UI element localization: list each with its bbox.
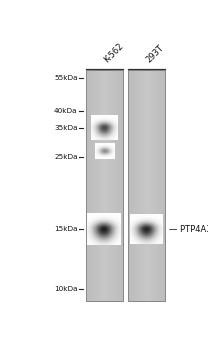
Text: 10kDa: 10kDa [54,286,78,292]
Bar [128,70,165,301]
Text: 55kDa: 55kDa [54,75,78,82]
Bar [128,70,165,301]
Text: K-562: K-562 [103,42,126,65]
Text: — PTP4A3: — PTP4A3 [170,225,208,234]
Bar [86,70,123,301]
Text: 15kDa: 15kDa [54,226,78,232]
Text: 25kDa: 25kDa [54,154,78,160]
Text: 40kDa: 40kDa [54,108,78,114]
Text: 293T: 293T [145,44,166,65]
Text: 35kDa: 35kDa [54,125,78,131]
Bar [86,70,123,301]
